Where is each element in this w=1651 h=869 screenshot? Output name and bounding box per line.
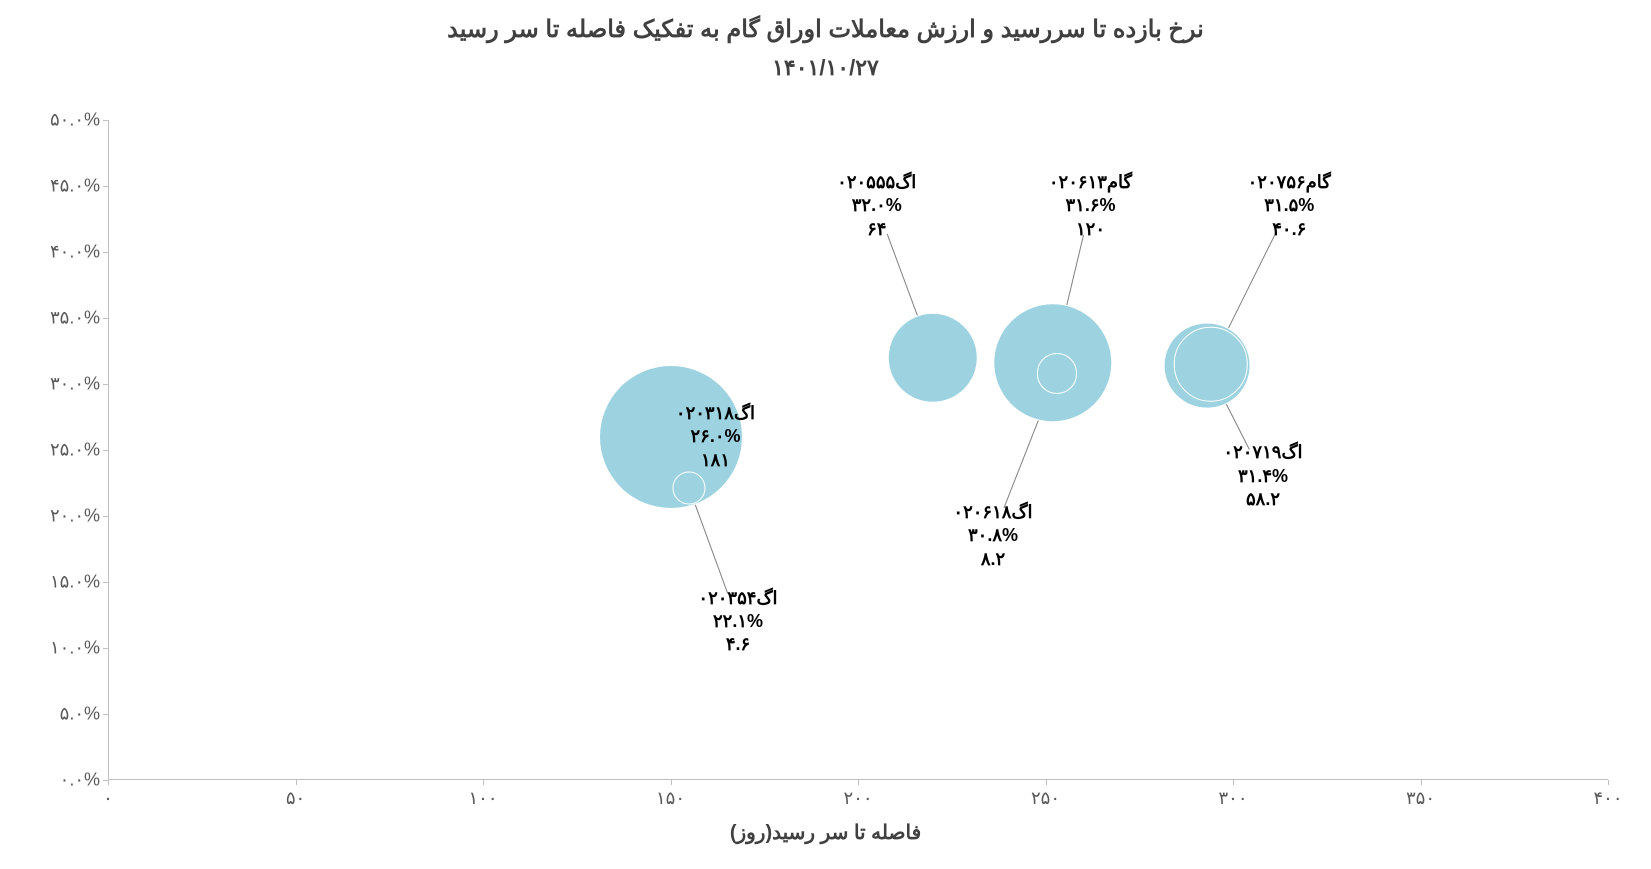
y-tick (103, 714, 108, 715)
y-tick-label: ۳۰.۰% (50, 374, 100, 395)
data-label: اگ۰۲۰۷۱۹۳۱.۴%۵۸.۲ (1223, 441, 1302, 511)
data-label-line: اگ۰۲۰۶۱۸ (953, 501, 1032, 524)
chart-subtitle: ۱۴۰۱/۱۰/۲۷ (0, 55, 1651, 81)
y-tick (103, 582, 108, 583)
bubble (888, 312, 978, 402)
data-label-line: ۴۰.۶ (1248, 217, 1331, 240)
data-label-line: ۳۱.۶% (1049, 194, 1132, 217)
bubble-chart: نرخ بازده تا سررسید و ارزش معاملات اوراق… (0, 0, 1651, 869)
data-label: گام۰۲۰۶۱۳۳۱.۶%۱۲۰ (1049, 171, 1132, 241)
y-tick-label: ۲۵.۰% (50, 440, 100, 461)
data-label-line: ۱۲۰ (1049, 217, 1132, 240)
data-label: اگ۰۲۰۵۵۵۳۲.۰%۶۴ (837, 171, 916, 241)
x-tick (1608, 780, 1609, 785)
data-label: اگ۰۲۰۳۱۸۲۶.۰%۱۸۱ (676, 402, 755, 472)
bubble (1173, 327, 1248, 402)
bubble (673, 472, 706, 505)
data-label-line: ۸.۲ (953, 547, 1032, 570)
x-tick (1421, 780, 1422, 785)
y-tick-label: ۴۵.۰% (50, 176, 100, 197)
y-tick-label: ۵.۰% (60, 704, 100, 725)
data-label-line: ۳۲.۰% (837, 194, 916, 217)
y-tick-label: ۲۰.۰% (50, 506, 100, 527)
y-axis-line (108, 120, 109, 780)
data-label-line: ۶۴ (837, 217, 916, 240)
y-tick-label: ۴۰.۰% (50, 242, 100, 263)
x-axis-title: فاصله تا سر رسید(روز) (0, 820, 1651, 845)
y-tick-label: ۵۰.۰% (50, 110, 100, 131)
x-tick-label: ۱۵۰ (656, 788, 685, 809)
x-tick (671, 780, 672, 785)
bubble (1037, 353, 1077, 393)
leader-line (693, 498, 728, 594)
data-label-line: ۱۸۱ (676, 448, 755, 471)
data-label-line: اگ۰۲۰۵۵۵ (837, 171, 916, 194)
x-tick (483, 780, 484, 785)
y-tick (103, 516, 108, 517)
x-tick-label: ۵۰ (286, 788, 305, 809)
x-tick (858, 780, 859, 785)
x-tick (1233, 780, 1234, 785)
y-tick (103, 186, 108, 187)
data-label: اگ۰۲۰۶۱۸۳۰.۸%۸.۲ (953, 501, 1032, 571)
data-label: اگ۰۲۰۳۵۴۲۲.۱%۴.۶ (698, 587, 777, 657)
x-tick-label: ۳۰۰ (1218, 788, 1247, 809)
data-label: گام۰۲۰۷۵۶۳۱.۵%۴۰.۶ (1248, 171, 1331, 241)
data-label-line: ۳۰.۸% (953, 524, 1032, 547)
x-tick-label: ۰ (103, 788, 113, 809)
x-tick (1046, 780, 1047, 785)
data-label-line: گام۰۲۰۷۵۶ (1248, 171, 1331, 194)
x-tick (296, 780, 297, 785)
y-tick (103, 120, 108, 121)
y-tick-label: ۰.۰% (60, 770, 100, 791)
data-label-line: ۳۱.۴% (1223, 465, 1302, 488)
y-tick (103, 252, 108, 253)
data-label-line: ۵۸.۲ (1223, 488, 1302, 511)
x-tick-label: ۲۵۰ (1031, 788, 1060, 809)
data-label-line: اگ۰۲۰۳۵۴ (698, 587, 777, 610)
y-tick-label: ۱۰.۰% (50, 638, 100, 659)
x-tick-label: ۱۰۰ (468, 788, 497, 809)
y-tick-label: ۳۵.۰% (50, 308, 100, 329)
x-tick-label: ۳۵۰ (1406, 788, 1435, 809)
x-tick-label: ۴۰۰ (1593, 788, 1622, 809)
x-tick (108, 780, 109, 785)
y-tick (103, 648, 108, 649)
data-label-line: ۲۶.۰% (676, 425, 755, 448)
data-label-line: اگ۰۲۰۷۱۹ (1223, 441, 1302, 464)
y-tick (103, 318, 108, 319)
data-label-line: اگ۰۲۰۳۱۸ (676, 402, 755, 425)
x-tick-label: ۲۰۰ (843, 788, 872, 809)
data-label-line: ۳۱.۵% (1248, 194, 1331, 217)
chart-title: نرخ بازده تا سررسید و ارزش معاملات اوراق… (0, 15, 1651, 44)
plot-area: ۰.۰%۵.۰%۱۰.۰%۱۵.۰%۲۰.۰%۲۵.۰%۳۰.۰%۳۵.۰%۴۰… (108, 120, 1608, 780)
data-label-line: گام۰۲۰۶۱۳ (1049, 171, 1132, 194)
data-label-line: ۴.۶ (698, 633, 777, 656)
y-tick (103, 384, 108, 385)
data-label-line: ۲۲.۱% (698, 610, 777, 633)
y-tick-label: ۱۵.۰% (50, 572, 100, 593)
y-tick (103, 450, 108, 451)
